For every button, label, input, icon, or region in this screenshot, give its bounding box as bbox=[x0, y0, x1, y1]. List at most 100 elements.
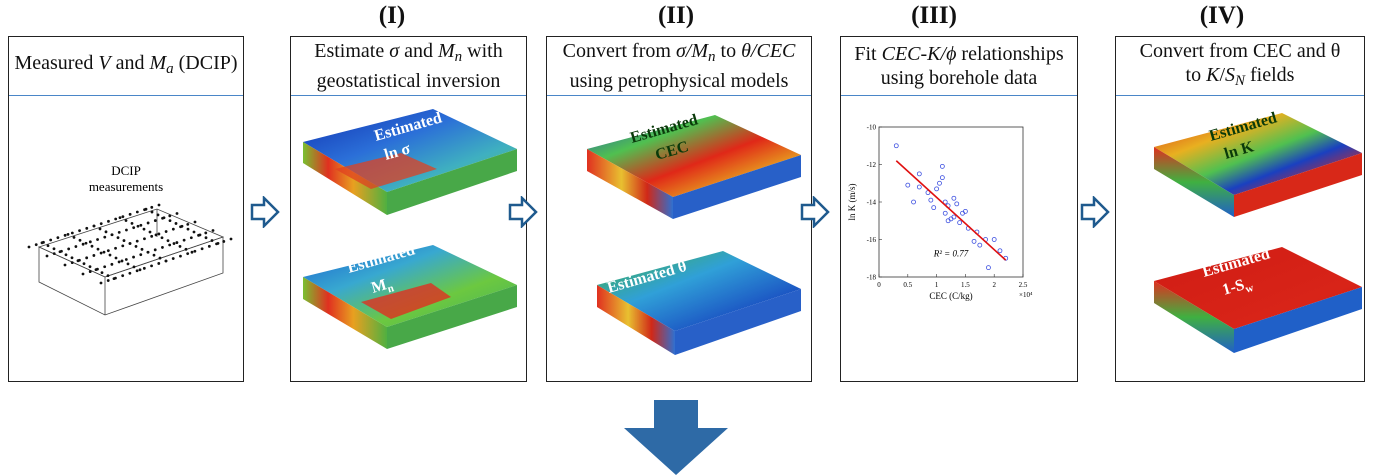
electrode-dot bbox=[46, 244, 50, 248]
electrode-dot bbox=[157, 232, 161, 236]
electrode-dot bbox=[171, 257, 175, 260]
scatter-point bbox=[991, 237, 997, 242]
electrode-dot bbox=[100, 271, 104, 275]
electrode-dot bbox=[193, 220, 197, 224]
electrode-dot bbox=[114, 217, 118, 221]
electrode-dot bbox=[150, 234, 154, 238]
electrode-dot bbox=[128, 212, 132, 216]
electrode-dot bbox=[139, 253, 143, 257]
scatter-point bbox=[934, 186, 939, 192]
electrode-dot bbox=[171, 227, 175, 231]
electrode-dot bbox=[99, 222, 103, 226]
electrode-dot bbox=[164, 259, 168, 263]
electrode-dot bbox=[132, 255, 135, 259]
electrode-dot bbox=[92, 254, 96, 257]
x-tick-label: 1 bbox=[935, 281, 939, 289]
electrode-dot bbox=[143, 237, 146, 241]
electrode-dot bbox=[117, 260, 121, 264]
electrode-dot bbox=[78, 229, 81, 233]
electrode-dot bbox=[121, 244, 125, 248]
electrode-dot bbox=[66, 233, 70, 236]
y-axis-label: ln K (m/s) bbox=[847, 183, 857, 220]
electrode-dot bbox=[70, 256, 74, 260]
electrode-dot bbox=[150, 210, 154, 214]
electrode-dot bbox=[175, 241, 179, 244]
electrode-dot bbox=[52, 247, 56, 251]
electrode-dot bbox=[152, 253, 156, 257]
electrode-dot bbox=[124, 258, 128, 261]
electrode-dot bbox=[186, 227, 190, 231]
electrode-dot bbox=[81, 242, 85, 246]
electrode-dot bbox=[110, 262, 114, 266]
panel-estimate-header: Estimate σ and Mn with geostatistical in… bbox=[291, 37, 526, 96]
electrode-dot bbox=[216, 242, 220, 245]
electrode-dot bbox=[121, 215, 125, 219]
scatter-point bbox=[916, 171, 922, 177]
electrode-dot bbox=[154, 233, 158, 237]
electrode-dot bbox=[172, 242, 176, 245]
electrode-dot bbox=[99, 251, 103, 255]
y-tick-label: -16 bbox=[867, 236, 877, 244]
electrode-dot bbox=[156, 213, 160, 217]
electrode-dot bbox=[85, 226, 89, 230]
electrode-dot bbox=[157, 203, 161, 207]
electrode-dot bbox=[103, 265, 107, 269]
y-tick-label: -14 bbox=[867, 199, 877, 207]
panel-measured-header: Measured V and Ma (DCIP) bbox=[9, 37, 243, 96]
electrode-dot bbox=[102, 250, 106, 254]
electrode-dot bbox=[164, 230, 168, 233]
scatter-point bbox=[931, 205, 937, 211]
x-axis-label: CEC (C/kg) bbox=[929, 291, 972, 301]
scatter-point bbox=[928, 197, 934, 203]
electrode-dot bbox=[45, 254, 49, 258]
electrode-dot bbox=[139, 223, 143, 227]
scatter-point bbox=[937, 180, 942, 186]
electrode-dot bbox=[184, 247, 188, 251]
converted-blocks: Estimated CEC Estimated θ bbox=[587, 111, 801, 355]
electrode-dot bbox=[70, 261, 74, 265]
scatter-point bbox=[997, 248, 1003, 254]
electrode-dot bbox=[210, 239, 214, 242]
electrode-dot bbox=[144, 207, 148, 211]
electrode-dot bbox=[88, 270, 92, 273]
electrode-dot bbox=[204, 231, 208, 235]
scatter-point bbox=[942, 199, 948, 205]
electrode-dot bbox=[180, 224, 184, 228]
down-flow-arrow bbox=[624, 400, 728, 475]
block-theta: Estimated θ bbox=[597, 251, 801, 355]
electrode-dot bbox=[67, 247, 71, 251]
final-blocks: Estimated ln K Estimated 1-Sw bbox=[1154, 109, 1362, 353]
electrode-dot bbox=[132, 226, 136, 230]
electrode-dot bbox=[88, 265, 92, 269]
electrode-dot bbox=[114, 256, 118, 260]
plot-frame bbox=[878, 126, 1024, 278]
electrode-dot bbox=[130, 221, 134, 225]
electrode-dot bbox=[74, 245, 78, 248]
electrode-dot bbox=[134, 245, 138, 248]
electrode-dot bbox=[122, 239, 126, 242]
scatter-point bbox=[925, 190, 931, 196]
electrode-dot bbox=[96, 238, 99, 241]
electrode-dot bbox=[200, 247, 204, 251]
electrode-dot bbox=[179, 254, 182, 258]
electrode-dot bbox=[63, 263, 67, 267]
electrode-dot bbox=[198, 233, 202, 237]
electrode-dot bbox=[161, 246, 164, 249]
electrode-dot bbox=[189, 236, 193, 240]
electrode-dot bbox=[56, 236, 60, 240]
electrode-dot bbox=[146, 250, 150, 254]
electrode-dot bbox=[120, 259, 124, 263]
electrode-dot bbox=[88, 240, 92, 244]
scatter-points bbox=[893, 143, 1009, 271]
panel-estimate: Estimate σ and Mn with geostatistical in… bbox=[290, 36, 527, 382]
electrode-dot bbox=[140, 247, 144, 251]
electrode-dot bbox=[138, 268, 142, 272]
electrode-dot bbox=[178, 245, 182, 248]
electrode-dot bbox=[108, 253, 112, 257]
r-squared-annotation: R² = 0.77 bbox=[933, 248, 969, 258]
flow-arrow-3 bbox=[800, 196, 830, 228]
electrode-dot bbox=[104, 230, 108, 234]
svg-text:1-Sw: 1-Sw bbox=[1220, 274, 1255, 302]
x-tick-label: 1.5 bbox=[961, 281, 970, 289]
panel-final: Convert from CEC and θ to K/SN fields Es… bbox=[1115, 36, 1365, 382]
